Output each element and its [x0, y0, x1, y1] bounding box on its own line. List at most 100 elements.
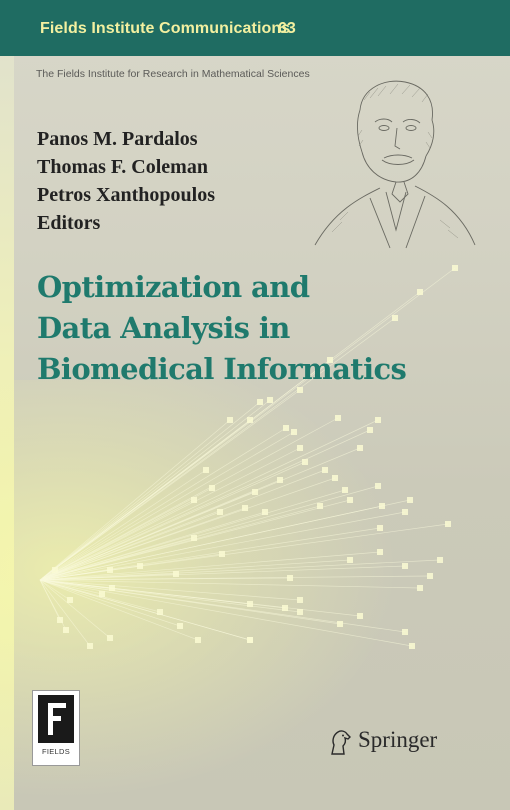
- ray-line: [39, 579, 71, 601]
- ray-line: [39, 461, 306, 581]
- fields-f-icon: [38, 695, 74, 743]
- series-header-bar: Fields Institute Communications 63: [0, 0, 510, 56]
- portrait-illustration: [314, 80, 476, 249]
- ray-node: [317, 503, 323, 509]
- ray-node: [247, 601, 253, 607]
- ray-line: [39, 579, 91, 647]
- ray-line: [39, 577, 291, 581]
- ray-node: [252, 489, 258, 495]
- ray-node: [203, 467, 209, 473]
- ray-node: [417, 289, 423, 295]
- ray-node: [63, 627, 69, 633]
- ray-line: [39, 579, 413, 647]
- editors-label: Editors: [37, 212, 101, 234]
- publisher-name: Springer: [358, 727, 438, 752]
- ray-node: [437, 557, 443, 563]
- ray-line: [39, 579, 301, 601]
- ray-line: [39, 559, 351, 581]
- ray-node: [247, 417, 253, 423]
- ray-line: [39, 399, 271, 581]
- ray-line: [39, 499, 411, 581]
- ray-node: [347, 497, 353, 503]
- ray-node: [417, 585, 423, 591]
- editor-3: Petros Xanthopoulos: [37, 184, 215, 206]
- ray-line: [39, 579, 181, 627]
- ray-node: [297, 597, 303, 603]
- ray-node: [375, 417, 381, 423]
- ray-node: [267, 397, 273, 403]
- ray-node: [357, 445, 363, 451]
- ray-line: [39, 537, 195, 581]
- ray-node: [262, 509, 268, 515]
- ray-node: [297, 445, 303, 451]
- ray-node: [157, 609, 163, 615]
- ray-node: [109, 585, 115, 591]
- ray-node: [402, 629, 408, 635]
- ray-line: [39, 417, 339, 581]
- ray-node: [247, 637, 253, 643]
- ray-line: [39, 507, 246, 581]
- springer-horse-icon: [331, 730, 351, 755]
- ray-line: [39, 491, 256, 581]
- ray-line: [39, 511, 221, 581]
- ray-line: [39, 487, 213, 581]
- ray-node: [219, 551, 225, 557]
- title-line-1: Optimization and: [37, 270, 310, 304]
- ray-node: [177, 623, 183, 629]
- ray-node: [257, 399, 263, 405]
- ray-line: [39, 499, 195, 581]
- ray-node: [283, 425, 289, 431]
- ray-node: [291, 429, 297, 435]
- series-volume: 63: [278, 20, 296, 37]
- ray-node: [87, 643, 93, 649]
- ray-line: [39, 419, 251, 581]
- ray-node: [357, 613, 363, 619]
- ray-node: [367, 427, 373, 433]
- ray-node: [332, 475, 338, 481]
- ray-line: [39, 579, 103, 595]
- ray-node: [427, 573, 433, 579]
- ray-line: [39, 401, 261, 581]
- editor-1: Panos M. Pardalos: [37, 128, 198, 150]
- ray-line: [39, 427, 287, 581]
- ray-line: [39, 389, 301, 581]
- ray-node: [173, 571, 179, 577]
- title-line-3: Biomedical Informatics: [37, 352, 407, 386]
- ray-line: [39, 579, 251, 641]
- institute-name: The Fields Institute for Research in Mat…: [36, 68, 310, 80]
- ray-line: [39, 579, 111, 639]
- ray-line: [39, 511, 406, 581]
- ray-line: [39, 527, 381, 581]
- fields-logo-label: FIELDS: [41, 747, 71, 756]
- ray-node: [409, 643, 415, 649]
- ray-node: [402, 563, 408, 569]
- ray-line: [39, 579, 341, 625]
- ray-line: [39, 579, 301, 613]
- ray-node: [327, 357, 333, 363]
- ray-line: [39, 579, 199, 641]
- ray-node: [392, 315, 398, 321]
- ray-line: [39, 559, 441, 581]
- ray-line: [39, 579, 421, 589]
- ray-node: [277, 477, 283, 483]
- ray-node: [107, 635, 113, 641]
- ray-node: [191, 535, 197, 541]
- ray-node: [57, 617, 63, 623]
- fields-logo: FIELDS: [32, 690, 80, 766]
- ray-line: [39, 447, 301, 581]
- ray-node: [297, 387, 303, 393]
- ray-node: [242, 505, 248, 511]
- ray-node: [452, 265, 458, 271]
- ray-node: [445, 521, 451, 527]
- ray-line: [39, 419, 379, 581]
- ray-line: [39, 573, 177, 581]
- editor-2: Thomas F. Coleman: [37, 156, 208, 178]
- ray-line: [39, 551, 381, 581]
- ray-node: [287, 575, 293, 581]
- ray-node: [335, 415, 341, 421]
- ray-node: [377, 525, 383, 531]
- ray-node: [322, 467, 328, 473]
- ray-node: [337, 621, 343, 627]
- series-name: Fields Institute Communications: [40, 20, 291, 37]
